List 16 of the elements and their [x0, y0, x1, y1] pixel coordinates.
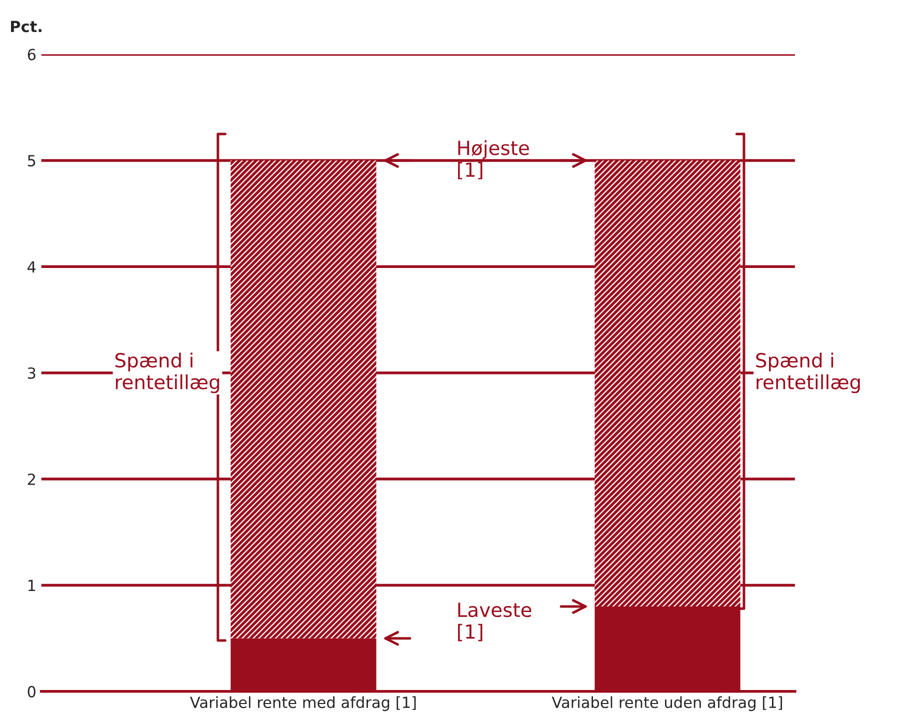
y-tick-label: 6 [28, 48, 36, 60]
annotation: Spænd i rentetillæg [756, 352, 860, 394]
annotation: Højeste [1] [458, 140, 529, 180]
y-tick-label: 5 [28, 155, 36, 167]
x-tick-label: Variabel rente uden afdrag [1] [552, 696, 782, 712]
annotation: Spænd i rentetillæg [115, 352, 220, 394]
y-tick-label: 3 [28, 367, 36, 379]
bar [230, 160, 376, 638]
x-tick-label: Variabel rente med afdrag [1] [190, 696, 416, 712]
y-axis-title: Pct. [11, 20, 42, 32]
annotation: Laveste [1] [458, 602, 532, 642]
y-tick-label: 0 [28, 686, 36, 698]
y-tick-label: 2 [28, 474, 35, 485]
y-tick-label: 4 [28, 261, 36, 272]
y-tick-label: 1 [28, 580, 36, 592]
bar [594, 160, 740, 606]
